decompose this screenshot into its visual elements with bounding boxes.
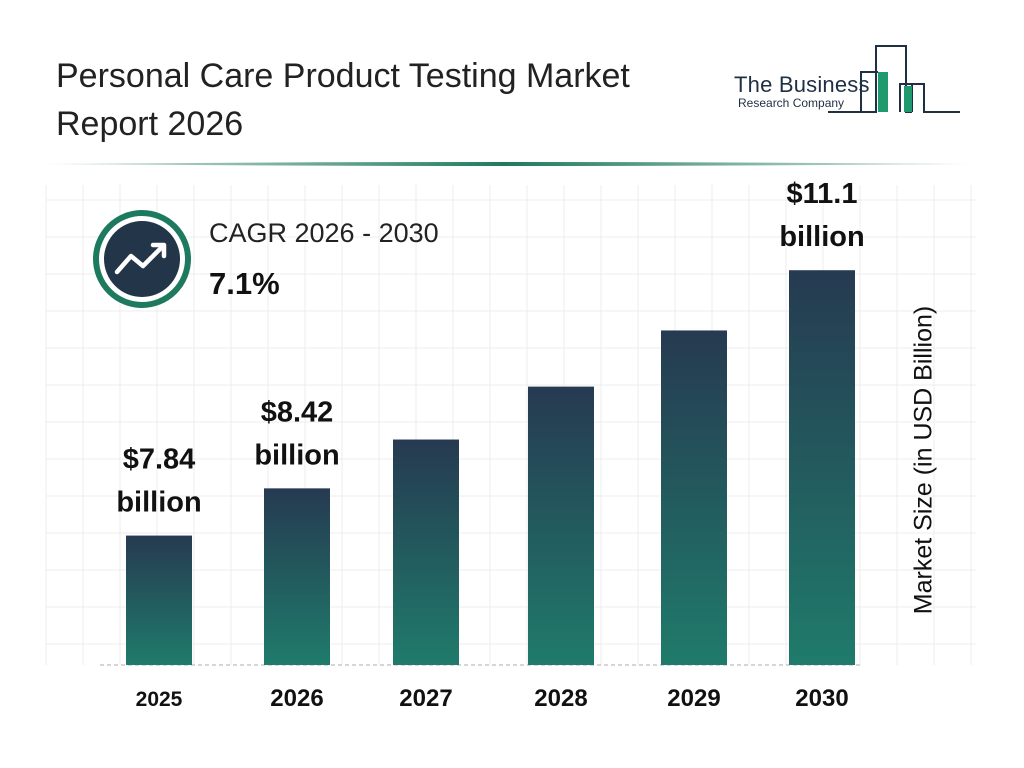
x-tick-label-2028: 2028 (534, 685, 587, 712)
data-label-value-2025: $7.84 (123, 444, 196, 476)
x-tick-label-2029: 2029 (667, 685, 720, 712)
bar-2028 (528, 386, 594, 665)
chart-bars (126, 270, 855, 665)
x-tick-label-2026: 2026 (270, 685, 323, 712)
chart-labels: 2025 $7.84 billion 2026 $8.42 billion 2027 2028… (116, 178, 864, 712)
data-label-unit-2025: billion (116, 487, 201, 519)
data-label-unit-2030: billion (779, 221, 864, 253)
trending-up-icon (93, 210, 191, 308)
cagr-label: CAGR 2026 - 2030 (209, 218, 439, 248)
x-tick-label-2025: 2025 (136, 688, 183, 711)
page-title: Personal Care Product Testing Market Rep… (56, 52, 716, 148)
bar-2029 (661, 330, 727, 665)
bar-2025 (126, 535, 192, 665)
data-label-unit-2026: billion (254, 439, 339, 471)
bar-2026 (264, 488, 330, 665)
header-divider (40, 162, 970, 166)
bar-2030 (789, 270, 855, 665)
logo-text-primary: The Business (734, 72, 870, 97)
logo-bars-icon (828, 45, 960, 113)
cagr-value: 7.1% (209, 266, 280, 301)
y-axis-label: Market Size (in USD Billion) (909, 305, 938, 615)
data-label-value-2026: $8.42 (261, 396, 334, 428)
bar-2027 (393, 439, 459, 665)
x-tick-label-2030: 2030 (795, 685, 848, 712)
x-tick-label-2027: 2027 (399, 685, 452, 712)
title-line-1: Personal Care Product Testing Market (56, 57, 630, 95)
logo-text-secondary: Research Company (738, 96, 845, 110)
title-line-2: Report 2026 (56, 105, 244, 143)
data-label-value-2030: $11.1 (787, 178, 858, 210)
company-logo: The Business Research Company (728, 44, 964, 116)
